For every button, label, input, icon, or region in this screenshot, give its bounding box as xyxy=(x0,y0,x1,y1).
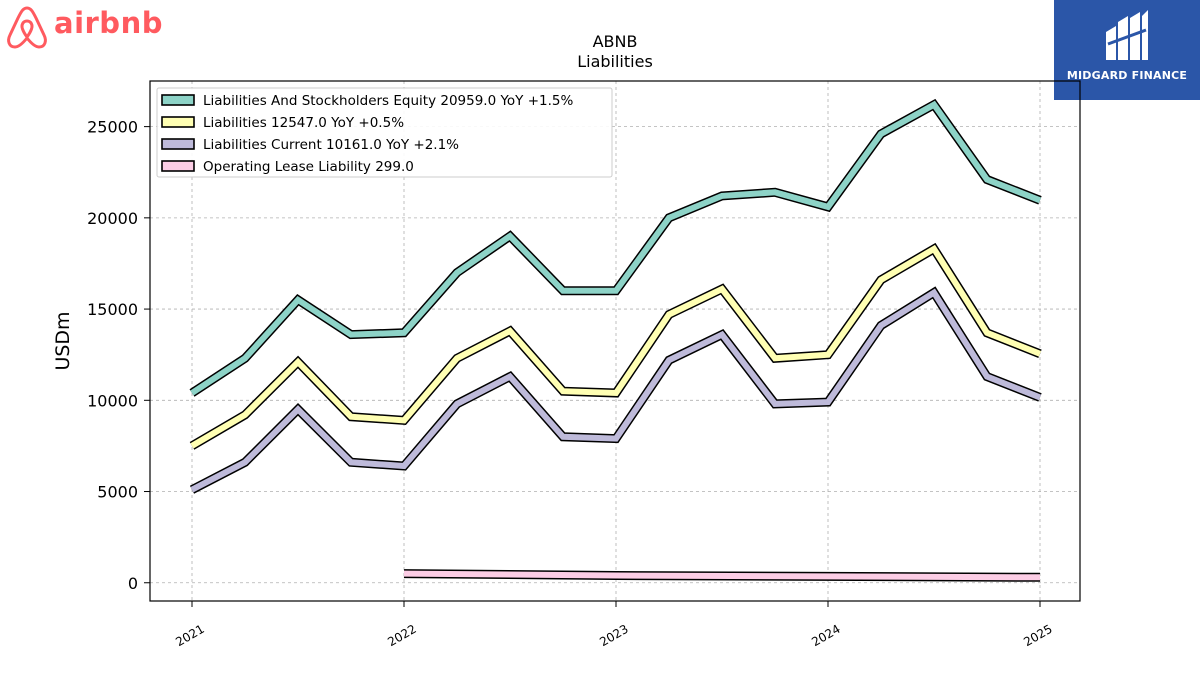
x-tick-label: 2022 xyxy=(385,622,418,649)
series-layer xyxy=(189,98,1042,582)
x-tick-label: 2024 xyxy=(809,622,842,649)
brand-name: airbnb xyxy=(54,6,163,40)
legend-swatch xyxy=(161,94,195,106)
series-line-liabilities-current xyxy=(190,288,1042,493)
sponsor-name: MIDGARD FINANCE xyxy=(1066,69,1188,82)
legend-swatch xyxy=(161,138,195,150)
series-line-liabilities xyxy=(190,244,1042,449)
legend: Liabilities And Stockholders Equity 2095… xyxy=(156,87,613,178)
legend-label: Liabilities 12547.0 YoY +0.5% xyxy=(203,115,404,131)
airbnb-logo-icon xyxy=(7,6,47,49)
legend-items: Liabilities And Stockholders Equity 2095… xyxy=(161,93,573,175)
legend-box xyxy=(156,87,613,178)
x-tick-label: 2023 xyxy=(597,622,630,649)
series-line-operating-lease-liability xyxy=(403,570,1041,581)
y-tick-label: 0 xyxy=(128,574,138,593)
plot-area xyxy=(149,80,1081,602)
y-tick-label: 25000 xyxy=(87,118,138,137)
chart-subtitle: Liabilities xyxy=(577,52,653,71)
y-tick-label: 5000 xyxy=(97,483,138,502)
y-axis-label: USDm xyxy=(52,311,74,370)
legend-label: Liabilities And Stockholders Equity 2095… xyxy=(203,93,573,109)
chart-title: ABNB xyxy=(593,32,638,51)
series-line-liabilities-and-stockholders-equity xyxy=(190,100,1042,396)
x-tick-label: 2025 xyxy=(1021,622,1054,649)
midgard-logo-icon xyxy=(1106,10,1148,60)
legend-swatch xyxy=(161,116,195,128)
y-tick-label: 15000 xyxy=(87,300,138,319)
y-tick-label: 10000 xyxy=(87,391,138,410)
legend-label: Liabilities Current 10161.0 YoY +2.1% xyxy=(203,137,459,153)
legend-swatch xyxy=(161,160,195,172)
x-tick-label: 2021 xyxy=(173,622,206,649)
axes: 2021 2022 2023 2024 2025 0 5000 10000 15000 20000… xyxy=(87,118,1055,650)
legend-label: Operating Lease Liability 299.0 xyxy=(203,159,414,175)
sponsor-badge: MIDGARD FINANCE xyxy=(1054,0,1200,100)
y-tick-label: 20000 xyxy=(87,209,138,228)
